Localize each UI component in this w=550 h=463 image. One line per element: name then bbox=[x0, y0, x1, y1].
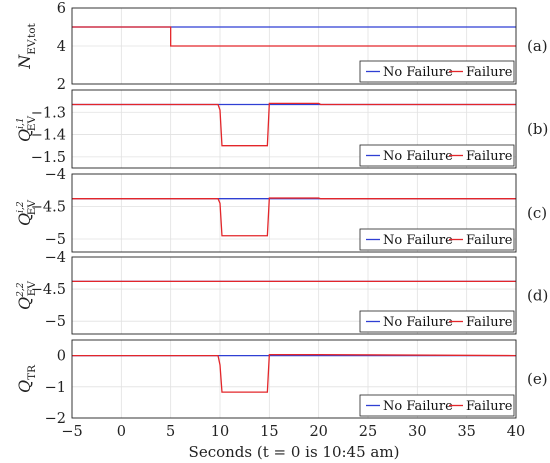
panel-label: (b) bbox=[527, 120, 548, 138]
legend-label-failure: Failure bbox=[466, 399, 513, 414]
y-tick-label: −1.3 bbox=[31, 105, 66, 121]
legend-box bbox=[359, 310, 515, 333]
legend-label-no-failure: No Failure bbox=[383, 315, 453, 330]
y-axis-label: Q2,2EV bbox=[15, 281, 38, 310]
y-axis-label-main: Q bbox=[15, 380, 34, 393]
x-axis-title: Seconds (t = 0 is 10:45 am) bbox=[189, 443, 400, 461]
x-tick-label: −5 bbox=[61, 424, 82, 440]
y-tick-label: −1.5 bbox=[31, 150, 66, 166]
chart-panel-3: −4 −4.5 −5 No Failure Failure (c) Qi,2EV bbox=[15, 167, 547, 253]
y-tick-label: −4.5 bbox=[31, 282, 66, 298]
x-tick-label: 10 bbox=[211, 424, 229, 440]
x-tick-label: 0 bbox=[117, 424, 126, 440]
x-tick-label: 25 bbox=[359, 424, 377, 440]
y-tick-label: 2 bbox=[57, 77, 66, 93]
chart-panel-2: −1.3 −1.4 −1.5 No Failure Failure (b) Qi,1EV bbox=[15, 89, 548, 169]
legend-label-no-failure: No Failure bbox=[383, 65, 453, 80]
axes-frame bbox=[71, 173, 517, 253]
x-tick-label: 20 bbox=[309, 424, 327, 440]
y-axis-label: Qi,2EV bbox=[15, 200, 38, 226]
y-tick-label: −1 bbox=[45, 380, 66, 396]
y-tick-label: −5 bbox=[45, 232, 66, 248]
x-tick-label: 5 bbox=[166, 424, 175, 440]
panel-label: (e) bbox=[527, 370, 548, 388]
y-axis-label-main: N bbox=[15, 54, 34, 70]
y-axis-label-subscript: EV bbox=[26, 200, 38, 216]
legend-label-no-failure: No Failure bbox=[383, 233, 453, 248]
y-axis-label-main: Q bbox=[15, 129, 34, 142]
axes-frame bbox=[71, 7, 517, 85]
x-tick-label: 40 bbox=[507, 424, 525, 440]
x-tick-label: 15 bbox=[260, 424, 278, 440]
series-line-failure bbox=[72, 102, 516, 147]
legend-box bbox=[359, 228, 515, 251]
axes-frame bbox=[71, 339, 517, 419]
legend-label-no-failure: No Failure bbox=[383, 399, 453, 414]
y-axis-label-superscript: 2,2 bbox=[16, 282, 26, 298]
axes-frame bbox=[71, 256, 517, 335]
y-tick-label: 6 bbox=[57, 1, 66, 17]
y-tick-label: 4 bbox=[57, 39, 66, 55]
series-line-failure bbox=[72, 354, 516, 393]
y-tick-label: −4 bbox=[45, 250, 66, 266]
y-tick-label: 0 bbox=[57, 349, 66, 365]
y-tick-label: −4 bbox=[45, 167, 66, 183]
series-line-failure bbox=[72, 26, 516, 47]
y-axis-label: QTR bbox=[15, 364, 38, 393]
y-axis-label: Qi,1EV bbox=[15, 116, 38, 142]
legend-label-no-failure: No Failure bbox=[383, 149, 453, 164]
legend-label-failure: Failure bbox=[466, 315, 513, 330]
legend-label-failure: Failure bbox=[466, 149, 513, 164]
y-tick-label: −1.4 bbox=[31, 128, 66, 144]
panel-label: (a) bbox=[527, 37, 548, 55]
y-axis-label-subscript: EV bbox=[26, 281, 38, 297]
chart-panel-4: −4 −4.5 −5 No Failure Failure (d) Q2,2EV bbox=[15, 250, 548, 335]
y-axis-label-main: Q bbox=[15, 297, 34, 310]
y-tick-label: −2 bbox=[45, 411, 66, 427]
panel-label: (c) bbox=[527, 204, 547, 222]
x-tick-label: 35 bbox=[457, 424, 475, 440]
y-axis-label-superscript: i,2 bbox=[16, 201, 26, 213]
legend-box bbox=[359, 144, 515, 167]
axes-frame bbox=[71, 89, 517, 169]
y-tick-label: −5 bbox=[45, 314, 66, 330]
legend-label-failure: Failure bbox=[466, 233, 513, 248]
y-axis-label-subscript: EV,tot bbox=[26, 22, 38, 54]
legend-box bbox=[359, 394, 515, 417]
chart-panel-1: 2 4 6 No Failure Failure (a) NEV,tot bbox=[15, 1, 548, 93]
y-axis-label: NEV,tot bbox=[15, 22, 38, 69]
y-axis-label-main: Q bbox=[15, 213, 34, 226]
y-tick-label: −4.5 bbox=[31, 200, 66, 216]
legend-label-failure: Failure bbox=[466, 65, 513, 80]
panel-label: (d) bbox=[527, 287, 548, 305]
y-axis-label-subscript: EV bbox=[26, 116, 38, 132]
chart-panel-5: 0 −1 −2 No Failure Failure (e) QTR −5 0 5 10 15 20 25… bbox=[15, 339, 548, 461]
x-tick-label: 30 bbox=[408, 424, 426, 440]
series-line-failure bbox=[72, 197, 516, 237]
y-axis-label-superscript: i,1 bbox=[16, 117, 26, 128]
y-axis-label-subscript: TR bbox=[26, 364, 38, 380]
legend-box bbox=[359, 60, 515, 83]
